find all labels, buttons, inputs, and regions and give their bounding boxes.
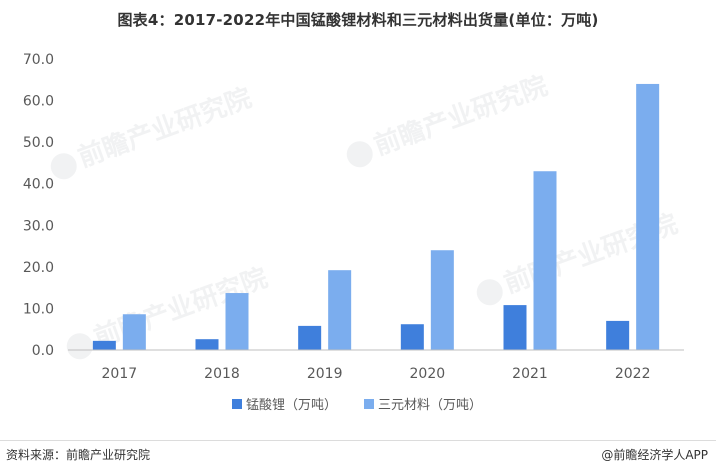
y-tick-label: 20.0: [23, 260, 54, 276]
source-note: 资料来源：前瞻产业研究院: [6, 448, 151, 462]
bar-ternary-2021: [533, 171, 557, 350]
y-tick-label: 10.0: [23, 301, 54, 317]
x-tick-label: 2018: [204, 366, 240, 382]
bar-limn2o4-2022: [606, 320, 630, 350]
bar-ternary-2022: [636, 83, 660, 350]
bar-ternary-2018: [225, 293, 249, 350]
bar-limn2o4-2021: [503, 305, 527, 350]
bar-limn2o4-2017: [92, 340, 116, 350]
bar-limn2o4-2018: [195, 339, 219, 350]
y-tick-label: 60.0: [23, 94, 54, 110]
y-tick-label: 0.0: [32, 343, 54, 359]
chart-title: 图表4：2017-2022年中国锰酸锂材料和三元材料出货量(单位：万吨): [117, 11, 599, 29]
y-tick-label: 40.0: [23, 177, 54, 193]
x-tick-label: 2020: [410, 366, 446, 382]
legend-swatch: [364, 399, 374, 409]
y-tick-label: 50.0: [23, 135, 54, 151]
x-axis-ticks: 2017 2018 2019 2020 2021 2022: [102, 366, 651, 382]
brand-credit: @前瞻经济学人APP: [601, 448, 708, 462]
legend-label: 三元材料（万吨）: [378, 398, 482, 413]
bar-ternary-2017: [122, 314, 146, 350]
x-tick-label: 2022: [615, 366, 651, 382]
bar-limn2o4-2020: [400, 324, 424, 350]
bar-chart: 0.0 10.0 20.0 30.0 40.0 50.0 60.0 70.0 2017 2018…: [23, 52, 684, 413]
y-tick-label: 70.0: [23, 52, 54, 68]
legend: 锰酸锂（万吨） 三元材料（万吨）: [232, 398, 482, 413]
bar-ternary-2020: [430, 250, 454, 350]
bar-series: [92, 83, 660, 350]
x-tick-label: 2021: [512, 366, 548, 382]
y-tick-label: 30.0: [23, 218, 54, 234]
x-tick-label: 2019: [307, 366, 343, 382]
footer-divider: [0, 440, 716, 441]
legend-swatch: [232, 399, 242, 409]
bar-ternary-2019: [328, 270, 352, 350]
legend-label: 锰酸锂（万吨）: [246, 398, 337, 413]
x-tick-label: 2017: [102, 366, 138, 382]
bar-limn2o4-2019: [298, 325, 322, 350]
y-axis-ticks: 0.0 10.0 20.0 30.0 40.0 50.0 60.0 70.0: [23, 52, 54, 359]
